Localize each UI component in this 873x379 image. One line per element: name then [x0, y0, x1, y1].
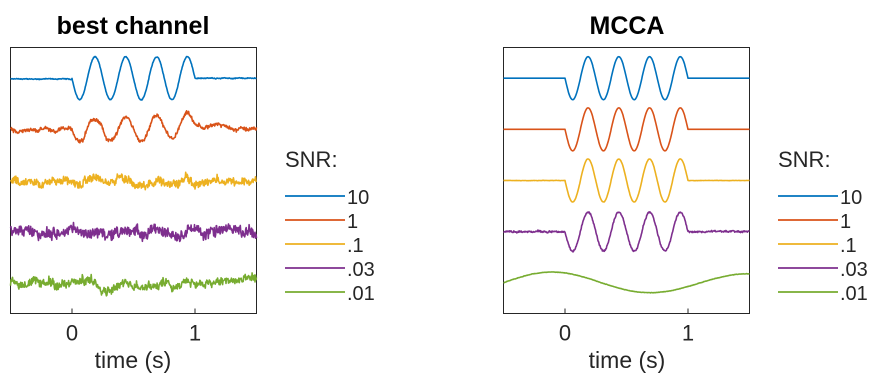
legend-left: SNR: 101.1.03.01	[285, 147, 375, 305]
legend-left-entry-label: .03	[347, 259, 375, 281]
left-xtick-label: 1	[189, 321, 201, 346]
legend-left-title: SNR:	[285, 147, 338, 172]
right-title: MCCA	[590, 12, 665, 40]
right-series-snr-0p01	[503, 271, 750, 294]
left-xlabel: time (s)	[95, 347, 172, 373]
left-series-snr-10	[10, 55, 257, 101]
left-series-snr-0p1	[9, 171, 258, 191]
left-series-snr-0p03	[9, 221, 258, 243]
legend-left-entry-label: .1	[347, 235, 364, 257]
legend-right: SNR: 101.1.03.01	[778, 147, 868, 305]
right-series-snr-10	[503, 55, 750, 101]
legend-right-entry-label: .03	[840, 259, 868, 281]
left-series-snr-1	[9, 110, 258, 144]
right-series-group	[503, 55, 750, 294]
right-series-snr-1	[503, 107, 750, 152]
legend-left-entry-label: 1	[347, 211, 358, 233]
right-xtick-label: 1	[682, 321, 694, 346]
legend-right-entry-label: 10	[840, 187, 862, 209]
left-series-group	[9, 55, 258, 297]
right-xlabel: time (s)	[589, 347, 666, 373]
left-xtick-label: 0	[66, 321, 78, 346]
right-series-snr-0p03	[503, 211, 750, 253]
right-xtick-label: 0	[559, 321, 571, 346]
legend-right-entry-label: .1	[840, 235, 857, 257]
right-series-snr-0p1	[503, 158, 750, 203]
left-title: best channel	[57, 12, 210, 40]
legend-right-entry-label: 1	[840, 211, 851, 233]
legend-right-entry-label: .01	[840, 283, 868, 305]
legend-left-entry-label: 10	[347, 187, 369, 209]
legend-right-title: SNR:	[778, 147, 831, 172]
legend-left-entry-label: .01	[347, 283, 375, 305]
left-series-snr-0p01	[9, 272, 258, 297]
